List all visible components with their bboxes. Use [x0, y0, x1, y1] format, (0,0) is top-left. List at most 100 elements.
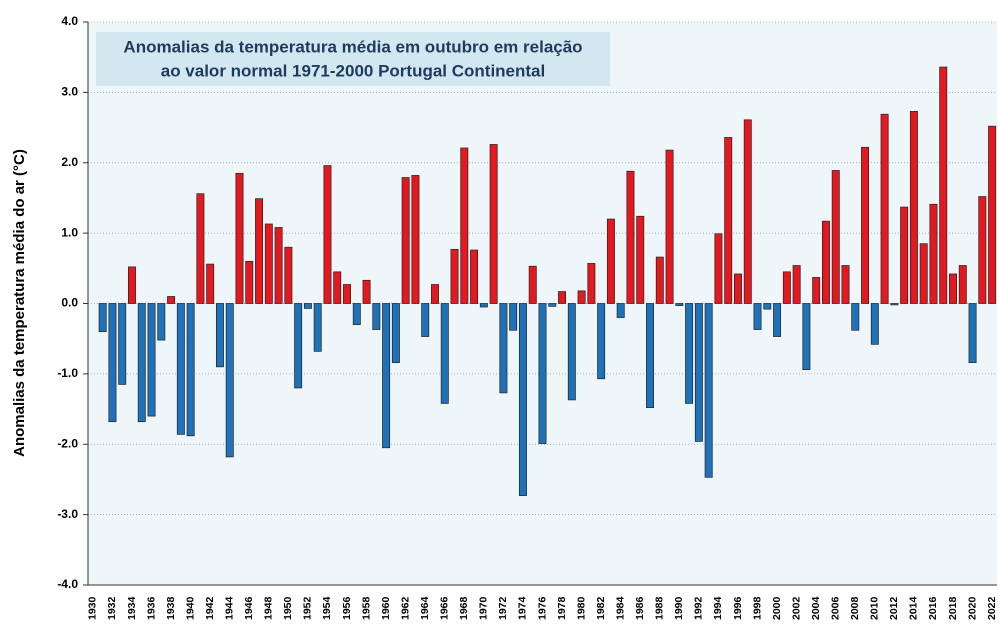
x-tick-label: 1966 [439, 596, 451, 620]
x-tick-label: 1958 [360, 596, 372, 620]
bar [333, 271, 342, 304]
bar [264, 223, 273, 304]
x-tick-label: 1938 [165, 596, 177, 620]
bar [108, 303, 117, 423]
x-tick-label: 1964 [419, 596, 431, 620]
bar [567, 303, 576, 401]
x-tick-label: 2012 [888, 596, 900, 620]
bar [655, 256, 664, 304]
bar [284, 246, 293, 304]
bar [958, 265, 967, 304]
bar [968, 303, 977, 363]
bar [499, 303, 508, 394]
x-tick-label: 1962 [399, 596, 411, 620]
bar [548, 303, 557, 307]
bar [245, 260, 254, 304]
bar [147, 303, 156, 417]
x-tick-label: 1974 [517, 596, 529, 620]
bar [704, 303, 713, 478]
bar [528, 265, 537, 304]
bar [460, 147, 469, 304]
x-tick-label: 2006 [830, 596, 842, 620]
bar [196, 193, 205, 304]
y-tick-label: -4.0 [57, 577, 78, 591]
x-tick-label: 1992 [693, 596, 705, 620]
bar [851, 303, 860, 331]
bar [274, 227, 283, 304]
x-tick-label: 1986 [634, 596, 646, 620]
bar [167, 296, 176, 304]
bar [734, 273, 742, 304]
bar [782, 271, 791, 304]
x-tick-label: 2010 [869, 596, 881, 620]
bar [802, 303, 811, 371]
bar [352, 303, 361, 325]
bar [255, 198, 264, 304]
bar [606, 218, 615, 304]
bar [411, 175, 420, 304]
bar [558, 291, 567, 304]
bar [186, 303, 195, 437]
x-tick-label: 1954 [321, 596, 333, 620]
x-tick-label: 1956 [341, 596, 353, 620]
bar [489, 144, 498, 304]
bar [841, 265, 850, 304]
bar [870, 303, 879, 345]
bar [949, 273, 957, 304]
bar [665, 149, 674, 304]
x-tick-label: 1946 [243, 596, 255, 620]
bar [206, 263, 215, 304]
x-tick-label: 2020 [966, 596, 978, 620]
x-tick-label: 1970 [478, 596, 490, 620]
bar [812, 277, 821, 304]
x-tick-label: 1932 [106, 596, 118, 620]
bar [157, 303, 166, 341]
y-tick-label: -2.0 [57, 436, 78, 450]
bar [978, 196, 987, 304]
x-tick-label: 1960 [380, 596, 392, 620]
bar [440, 303, 449, 404]
x-tick-label: 2014 [908, 596, 920, 620]
x-tick-label: 1972 [497, 596, 509, 620]
y-tick-label: 2.0 [61, 155, 78, 169]
bar [929, 203, 938, 304]
x-tick-label: 1990 [673, 596, 685, 620]
bar [773, 303, 782, 337]
y-axis-label: Anomalias da temperatura média do ar (°C… [11, 149, 28, 457]
x-tick-label: 2000 [771, 596, 783, 620]
bar [538, 303, 547, 444]
bar [176, 303, 185, 435]
y-tick-label: -1.0 [57, 366, 78, 380]
bar [890, 303, 899, 306]
x-tick-label: 1988 [654, 596, 666, 620]
bar [880, 113, 889, 304]
x-tick-label: 1984 [614, 596, 626, 620]
bar [636, 215, 645, 304]
x-tick-label: 2016 [927, 596, 939, 620]
bar [685, 303, 694, 404]
x-tick-label: 2008 [849, 596, 861, 620]
bar [118, 303, 127, 385]
bar [714, 233, 723, 304]
bar [724, 137, 733, 304]
x-tick-label: 1952 [302, 596, 314, 620]
bar [577, 290, 586, 304]
x-tick-label: 1942 [204, 596, 216, 620]
bar [401, 177, 410, 304]
bar [646, 303, 654, 409]
x-tick-label: 1930 [87, 596, 99, 620]
bar [391, 303, 400, 363]
x-tick-label: 2022 [986, 596, 998, 620]
x-tick-label: 1978 [556, 596, 568, 620]
x-tick-label: 1936 [145, 596, 157, 620]
bar [343, 284, 351, 304]
y-tick-label: -3.0 [57, 507, 78, 521]
bar [470, 249, 479, 304]
y-tick-label: 3.0 [61, 85, 78, 99]
x-tick-label: 2002 [790, 596, 802, 620]
bar [98, 303, 107, 332]
x-tick-label: 2018 [947, 596, 959, 620]
bar [518, 303, 527, 496]
bar [362, 279, 371, 304]
bar [587, 263, 596, 304]
